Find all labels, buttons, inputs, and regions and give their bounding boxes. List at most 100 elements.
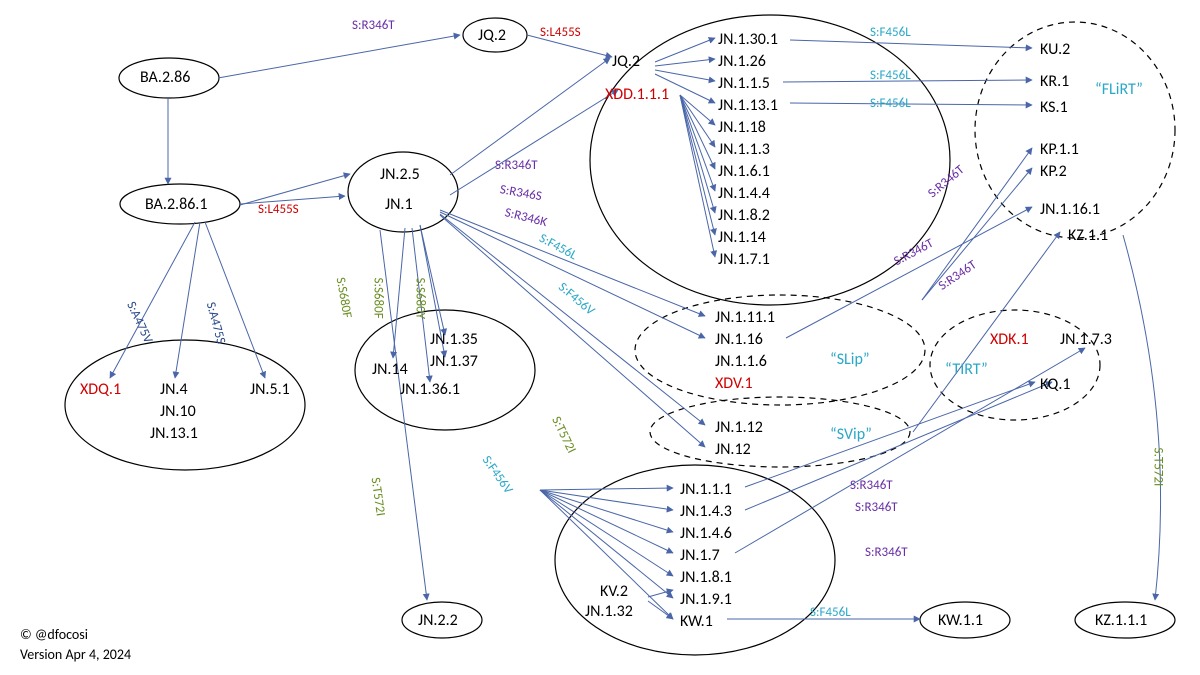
node-n-ba2861: BA.2.86.1 [145,195,207,214]
node-n-jn115: JN.1.1.5 [718,74,770,93]
node-n-kz111: KZ.1.1.1 [1095,611,1147,630]
node-n-jn1301: JN.1.30.1 [718,30,778,49]
edge [745,382,1035,487]
node-n-kr1: KR.1 [1040,72,1069,91]
edge [175,222,200,378]
node-n-ks1: KS.1 [1040,98,1068,117]
node-n-jn131: JN.13.1 [150,424,198,443]
node-n-tirt: “TIRT” [945,360,988,379]
edge [205,222,265,378]
node-n-jq2b: JQ.2 [612,52,640,71]
edge [450,90,618,195]
edge [735,348,1085,553]
node-n-jn1111: JN.1.11.1 [715,308,775,327]
edge-label: S:T572I [1151,448,1166,487]
edge-label: S:R346T [352,18,395,33]
node-n-jn171: JN.1.7.1 [718,250,770,269]
edge [240,174,350,205]
edge [540,488,673,490]
node-n-kq1: KQ.1 [1040,375,1070,394]
edge [680,95,715,169]
node-n-jn14: JN.14 [372,360,408,379]
node-n-ba286: BA.2.86 [140,68,190,87]
footer-copyright: © @dfocosi [20,626,88,643]
node-n-ku2: KU.2 [1040,40,1070,59]
node-n-jn173: JN.1.7.3 [1060,330,1112,349]
node-n-jn181: JN.1.8.1 [680,568,732,587]
node-n-jn114: JN.1.14 [718,228,766,247]
edge [655,59,715,66]
edge [790,40,1032,48]
node-n-xdv1: XDV.1 [715,374,753,393]
edge-label: S:S680F [371,278,386,319]
node-n-jn1131: JN.1.13.1 [718,96,778,115]
node-n-flirt: “FLiRT” [1095,80,1143,99]
edge [393,228,405,358]
node-n-svip: “SVip” [830,425,872,444]
node-n-jn51: JN.5.1 [250,380,290,399]
node-n-kw11: KW.1.1 [938,611,983,630]
edge-label: S:S680Y [413,278,428,320]
edge-label: S:F456L [810,605,851,620]
edge-label: S:R346T [850,478,893,493]
node-n-jn146: JN.1.4.6 [680,524,732,543]
node-n-jn126: JN.1.26 [718,52,766,71]
node-n-jn161: JN.1.6.1 [718,162,770,181]
edge [680,95,715,213]
node-n-jn118: JN.1.18 [718,118,766,137]
edge [680,95,715,235]
edge-label: S:L455S [540,25,581,40]
edge-label: S:F456L [870,96,911,111]
node-n-jn112: JN.1.12 [715,418,763,437]
node-n-jn1161: JN.1.16.1 [1040,200,1100,219]
edge [110,222,195,378]
node-n-jn25: JN.2.5 [380,165,420,184]
node-n-jn137: JN.1.37 [430,352,478,371]
footer-version: Version Apr 4, 2024 [20,646,131,663]
edge-label: S:F456L [870,25,911,40]
node-n-jn10: JN.10 [160,402,196,421]
node-n-jn1: JN.1 [385,195,413,214]
edge [540,490,673,532]
node-n-jn143: JN.1.4.3 [680,502,732,521]
e-slip [635,295,925,405]
edge [745,382,1052,510]
edge [913,232,1060,432]
node-n-kp11: KP.1.1 [1040,140,1079,159]
node-n-xdd111: XDD.1.1.1 [605,85,669,104]
node-n-slip: “SLip” [830,350,870,369]
node-n-jn4: JN.4 [160,380,188,399]
edge [648,601,673,619]
edge-label: S:R346T [865,545,908,560]
node-n-jn144: JN.1.4.4 [718,184,770,203]
edge-label: S:R346T [495,158,538,173]
node-n-jn191: JN.1.9.1 [680,590,732,609]
node-n-xdk1: XDK.1 [990,330,1029,349]
edge [648,590,673,597]
node-n-jn113: JN.1.1.3 [718,140,770,159]
node-n-jn1361: JN.1.36.1 [400,380,460,399]
node-n-jq2: JQ.2 [478,26,506,45]
edge-label: S:R346T [855,500,898,515]
node-n-kw1: KW.1 [680,612,713,631]
edge [540,490,673,576]
node-n-kz11: KZ.1.1 [1068,226,1108,245]
node-n-jn111: JN.1.1.1 [680,480,732,499]
edge-label: S:F456L [870,68,911,83]
node-n-jn22: JN.2.2 [418,611,458,630]
edge [790,103,1032,105]
node-n-kp2: KP.2 [1040,162,1067,181]
edge [922,148,1032,300]
node-n-jn135: JN.1.35 [430,330,478,349]
node-n-xdq1: XDQ.1 [80,380,121,399]
edge [655,38,715,62]
node-n-jn182: JN.1.8.2 [718,206,770,225]
edge [655,70,715,81]
edge-label: S:L455S [258,202,299,217]
node-n-jn1163: JN.1.1.6 [715,352,767,371]
edge [1123,235,1161,600]
node-n-kv2: KV.2 [600,582,628,601]
e-jn1 [348,152,458,232]
node-n-jn17: JN.1.7 [680,546,720,565]
node-n-jn132: JN.1.32 [585,602,633,621]
